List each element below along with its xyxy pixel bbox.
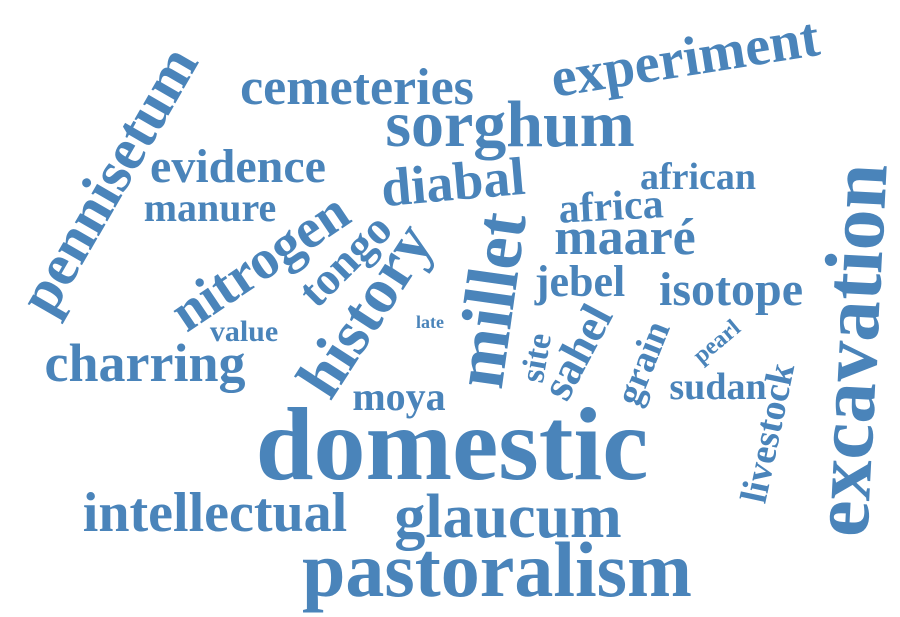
word-domestic: domestic	[255, 387, 649, 502]
word-late: late	[416, 312, 444, 332]
word-diabal: diabal	[378, 145, 528, 219]
word-pearl: pearl	[688, 314, 746, 370]
word-maare: maaré	[554, 209, 696, 266]
word-jebel: jebel	[534, 257, 626, 306]
word-grain: grain	[607, 315, 679, 411]
word-pastoralism: pastoralism	[302, 526, 692, 613]
word-glaucum: glaucum	[394, 483, 622, 551]
word-isotope: isotope	[659, 263, 803, 316]
word-charring: charring	[44, 333, 246, 393]
word-cemeteries: cemeteries	[240, 59, 474, 116]
word-evidence: evidence	[150, 140, 326, 193]
word-manure: manure	[143, 185, 277, 230]
word-moya: moya	[352, 374, 446, 419]
word-excavation: excavation	[794, 161, 900, 539]
word-sorghum: sorghum	[385, 88, 635, 161]
word-sudan: sudan	[669, 366, 767, 408]
word-african: african	[639, 156, 757, 198]
word-africa: africa	[557, 181, 665, 233]
word-intellectual: intellectual	[82, 482, 348, 544]
word-experiment: experiment	[546, 6, 824, 110]
word-site: site	[514, 330, 559, 386]
word-value: value	[209, 315, 279, 348]
